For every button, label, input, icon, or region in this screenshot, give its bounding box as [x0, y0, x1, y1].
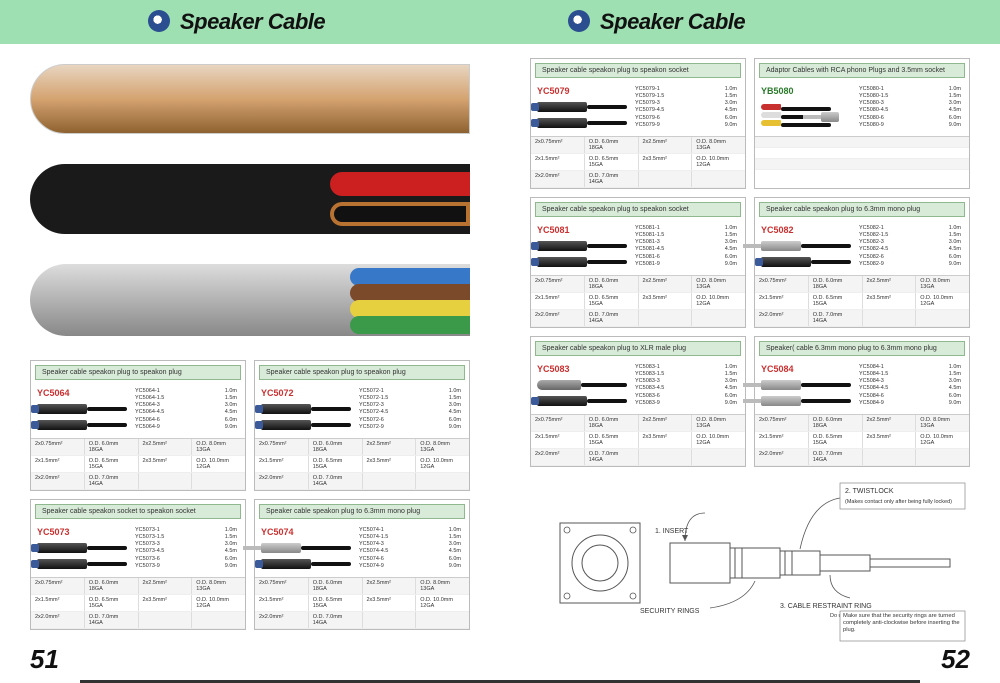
product-image: YC5082	[761, 225, 851, 271]
page-title: Speaker Cable	[600, 9, 745, 35]
product-id: YB5080	[761, 86, 794, 96]
spec-table: 2x0.75mm²O.D. 6.0mm 18GA2x2.5mm²O.D. 8.0…	[531, 136, 745, 188]
spec-table: 2x0.75mm²O.D. 6.0mm 18GA2x2.5mm²O.D. 8.0…	[755, 275, 969, 327]
grey-multicore-cable-image	[30, 264, 470, 336]
page-number: 51	[30, 644, 59, 675]
product-image: YC5064	[37, 388, 127, 434]
diagram-warning: Make sure that the security rings are tu…	[843, 613, 963, 635]
spec-table: 2x0.75mm²O.D. 6.0mm 18GA2x2.5mm²O.D. 8.0…	[31, 577, 245, 629]
page-number: 52	[941, 644, 970, 675]
page-title: Speaker Cable	[180, 9, 325, 35]
card-title: Speaker cable speakon plug to speakon so…	[535, 202, 741, 217]
product-card: Speaker cable speakon plug to speakon pl…	[30, 360, 246, 491]
product-image: YC5081	[537, 225, 627, 271]
card-title: Speaker cable speakon plug to speakon so…	[535, 63, 741, 78]
variant-table: YC5079-11.0mYC5079-1.51.5mYC5079-33.0mYC…	[633, 86, 739, 129]
page-52: Speaker Cable Speaker cable speakon plug…	[500, 0, 1000, 683]
product-image: YC5073	[37, 527, 127, 573]
card-title: Speaker cable speakon plug to speakon pl…	[35, 365, 241, 380]
page-header: Speaker Cable	[0, 0, 500, 44]
card-title: Speaker cable speakon plug to XLR male p…	[535, 341, 741, 356]
product-card: Adaptor Cables with RCA phono Plugs and …	[754, 58, 970, 189]
variant-table: YC5074-11.0mYC5074-1.51.5mYC5074-33.0mYC…	[357, 527, 463, 570]
product-card: Speaker cable speakon plug to 6.3mm mono…	[754, 197, 970, 328]
product-card: Speaker cable speakon plug to speakon so…	[530, 197, 746, 328]
variant-table: YC5083-11.0mYC5083-1.51.5mYC5083-33.0mYC…	[633, 364, 739, 407]
clear-speaker-cable-image	[30, 64, 470, 134]
product-id: YC5081	[537, 225, 570, 235]
brand-logo-icon	[148, 10, 170, 32]
variant-table: YC5080-11.0mYC5080-1.51.5mYC5080-33.0mYC…	[857, 86, 963, 129]
variant-table: YC5082-11.0mYC5082-1.51.5mYC5082-33.0mYC…	[857, 225, 963, 268]
page-header: Speaker Cable	[500, 0, 1000, 44]
product-card: Speaker( cable 6.3mm mono plug to 6.3mm …	[754, 336, 970, 467]
right-product-cards: Speaker cable speakon plug to speakon so…	[500, 58, 1000, 467]
product-card: Speaker cable speakon plug to speakon so…	[530, 58, 746, 189]
product-id: YC5074	[261, 527, 294, 537]
product-id: YC5079	[537, 86, 570, 96]
variant-table: YC5073-11.0mYC5073-1.51.5mYC5073-33.0mYC…	[133, 527, 239, 570]
card-title: Speaker cable speakon plug to speakon pl…	[259, 365, 465, 380]
product-card: Speaker cable speakon socket to speakon …	[30, 499, 246, 630]
variant-table: YC5081-11.0mYC5081-1.51.5mYC5081-33.0mYC…	[633, 225, 739, 268]
product-image: YC5074	[261, 527, 351, 573]
product-id: YC5082	[761, 225, 794, 235]
twistlock-diagram: 1. INSERT 2. TWISTLOCK (Makes contact on…	[530, 473, 970, 643]
card-title: Speaker( cable 6.3mm mono plug to 6.3mm …	[759, 341, 965, 356]
product-card: Speaker cable speakon plug to speakon pl…	[254, 360, 470, 491]
card-title: Speaker cable speakon plug to 6.3mm mono…	[759, 202, 965, 217]
spec-table: 2x0.75mm²O.D. 6.0mm 18GA2x2.5mm²O.D. 8.0…	[255, 577, 469, 629]
product-id: YC5083	[537, 364, 570, 374]
diagram-label-security: SECURITY RINGS	[640, 608, 700, 615]
product-image: YC5083	[537, 364, 627, 410]
spec-table: 2x0.75mm²O.D. 6.0mm 18GA2x2.5mm²O.D. 8.0…	[755, 414, 969, 466]
product-id: YC5073	[37, 527, 70, 537]
spec-table: 2x0.75mm²O.D. 6.0mm 18GA2x2.5mm²O.D. 8.0…	[531, 414, 745, 466]
product-image: YC5084	[761, 364, 851, 410]
variant-table: YC5084-11.0mYC5084-1.51.5mYC5084-33.0mYC…	[857, 364, 963, 407]
product-image: YC5079	[537, 86, 627, 132]
diagram-label-insert: 1. INSERT	[655, 528, 689, 535]
product-image: YB5080	[761, 86, 851, 132]
cable-hero-images	[30, 54, 470, 354]
card-title: Speaker cable speakon socket to speakon …	[35, 504, 241, 519]
diagram-twistlock-note: (Makes contact only after being fully lo…	[845, 499, 952, 505]
black-speaker-cable-image	[30, 164, 470, 234]
brand-logo-icon	[568, 10, 590, 32]
product-card: Speaker cable speakon plug to XLR male p…	[530, 336, 746, 467]
variant-table: YC5064-11.0mYC5064-1.51.5mYC5064-33.0mYC…	[133, 388, 239, 431]
variant-table: YC5072-11.0mYC5072-1.51.5mYC5072-33.0mYC…	[357, 388, 463, 431]
diagram-label-restraint: 3. CABLE RESTRAINT RING	[780, 603, 872, 610]
product-card: Speaker cable speakon plug to 6.3mm mono…	[254, 499, 470, 630]
page-51: Speaker Cable Speaker cable speakon plug…	[0, 0, 500, 683]
product-id: YC5064	[37, 388, 70, 398]
card-title: Adaptor Cables with RCA phono Plugs and …	[759, 63, 965, 78]
product-image: YC5072	[261, 388, 351, 434]
card-title: Speaker cable speakon plug to 6.3mm mono…	[259, 504, 465, 519]
spec-table: 2x0.75mm²O.D. 6.0mm 18GA2x2.5mm²O.D. 8.0…	[31, 438, 245, 490]
product-id: YC5084	[761, 364, 794, 374]
product-id: YC5072	[261, 388, 294, 398]
diagram-label-twistlock: 2. TWISTLOCK	[845, 488, 894, 495]
spec-table: 2x0.75mm²O.D. 6.0mm 18GA2x2.5mm²O.D. 8.0…	[531, 275, 745, 327]
spec-table: 2x0.75mm²O.D. 6.0mm 18GA2x2.5mm²O.D. 8.0…	[255, 438, 469, 490]
left-product-cards: Speaker cable speakon plug to speakon pl…	[0, 360, 500, 630]
